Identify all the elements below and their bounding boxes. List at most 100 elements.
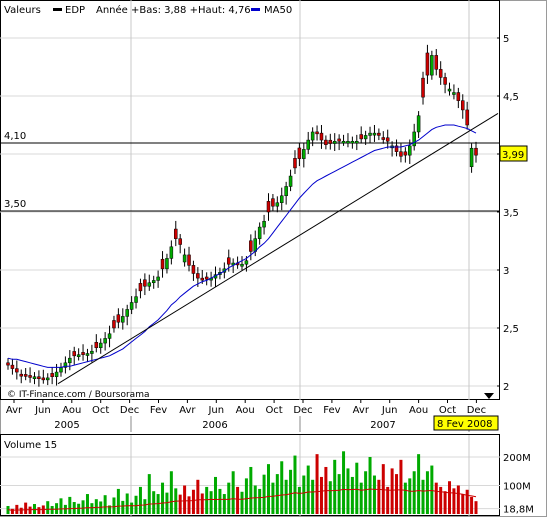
volume-bar [311,479,315,514]
candle-body [169,246,174,259]
candle-body [178,238,182,245]
volume-bar [236,486,240,514]
volume-bar [116,488,120,514]
volume-bar [183,485,187,514]
scroll-down-icon[interactable] [484,393,494,399]
volume-bars [6,451,478,514]
candle-body [54,371,59,377]
candle-body [98,342,103,348]
symbol-swatch [53,8,62,11]
volume-bar [425,471,429,514]
volume-bar [85,494,89,514]
candle-body [76,354,81,357]
volume-bar [368,457,372,514]
volume-bar [297,486,301,514]
candle-body [275,202,280,207]
volume-bar [315,454,319,514]
x-month-label: Oct [265,405,282,416]
ma-swatch [251,8,260,11]
price-tick-label: 2 [503,382,509,393]
volume-bar [346,468,350,514]
volume-bar [169,471,173,514]
volume-bar [333,459,337,514]
volume-bar [470,496,474,514]
volume-bar [28,506,32,514]
volume-bar [231,471,235,514]
x-month-label: Dec [120,405,139,416]
x-month-label: Oct [92,405,109,416]
volume-bar [191,489,195,514]
volume-bar [205,486,209,514]
x-month-label: Jun [207,405,224,416]
volume-bar [240,491,244,514]
candle-body [438,69,443,78]
x-month-label: Avr [179,405,196,416]
volume-bar [103,495,107,514]
candle-body [284,186,288,197]
volume-bar [249,466,253,514]
candle-body [19,373,23,377]
candle-body [447,88,452,92]
candle-body [408,145,412,156]
price-panel [0,0,500,400]
volume-bar [421,479,425,514]
candle-body [196,273,200,279]
x-year-label: 2006 [202,420,227,431]
candle-body [319,132,324,141]
reference-lines: 4,10 3,50 [0,131,500,212]
candle-body [227,257,231,265]
volume-bar [439,486,443,514]
header-label: Valeurs [4,5,41,16]
candle-body [45,377,50,381]
volume-bar [417,454,421,514]
candle-body [257,226,262,239]
header-range: Année +Bas: 3,88 +Haut: 4,76 [96,4,251,16]
candle-body [297,147,302,159]
candle-body [253,238,257,252]
date-badge-bg [433,415,499,431]
x-month-label: Fev [150,405,167,416]
volume-bar [147,474,151,514]
candle-body [15,368,19,373]
candle-body [266,201,271,213]
x-axis: Avr Jun Aou Oct Dec Fev Avr Jun Aou Oct Dec Fev Avr J… [6,400,486,432]
volume-bar [90,503,94,514]
candle-body [240,263,244,267]
candle-body [200,277,205,281]
candle-body [293,158,297,169]
candle-body [68,357,72,364]
volume-bar [218,488,222,514]
x-month-label: Oct [439,405,456,416]
volume-bar [253,485,257,514]
candle-body [182,254,187,263]
volume-bar [10,508,14,514]
volume-bar [152,491,156,514]
volume-bar [244,478,248,514]
volume-title: Volume 15 [4,440,57,451]
volume-bar [266,464,270,514]
volume-bar [448,481,452,514]
volume-bar [227,482,231,514]
candle-body [160,258,165,270]
candle-body [143,279,147,287]
volume-bar [443,491,447,514]
volume-bar [280,461,284,514]
volume-bar [55,503,59,514]
volume-bar [381,464,385,514]
volume-bar [408,478,412,514]
volume-bar [461,494,465,514]
volume-bar [187,496,191,514]
candle-body [147,282,152,287]
volume-bar [125,493,129,514]
candle-body [125,309,129,317]
candle-body [412,131,416,147]
price-tick-label: 5 [503,34,509,45]
volume-bar [222,494,226,514]
candle-body [134,296,138,303]
volume-bar [121,500,125,514]
candle-body [191,265,196,274]
volume-bar [403,482,407,514]
candle-body [394,145,399,152]
volume-bar [63,504,67,514]
